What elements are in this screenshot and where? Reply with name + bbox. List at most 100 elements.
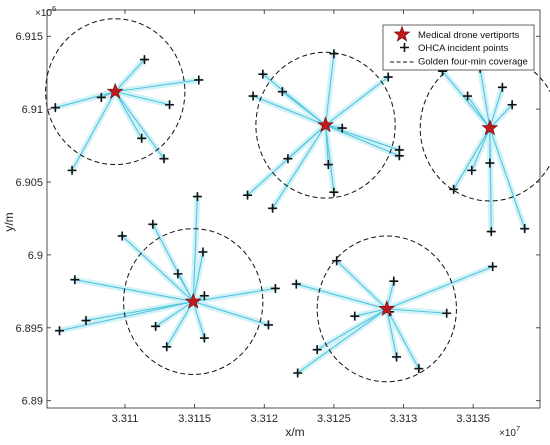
assignment-link xyxy=(282,91,326,126)
x-tick-label: 3.3115 xyxy=(178,413,211,425)
assignment-link xyxy=(177,273,194,302)
assignment-link xyxy=(115,79,199,93)
x-multiplier: ×107 xyxy=(499,424,520,439)
incident-marker xyxy=(151,321,161,331)
assignment-link xyxy=(354,308,387,317)
assignment-link xyxy=(479,68,491,129)
incident-marker xyxy=(243,190,253,200)
incident-marker xyxy=(258,69,268,79)
incident-marker xyxy=(270,283,280,293)
incident-marker xyxy=(263,320,273,330)
y-tick-label: 6.89 xyxy=(22,396,43,408)
incident-marker xyxy=(50,103,60,113)
incident-markers xyxy=(50,49,530,378)
assignment-link xyxy=(471,127,491,171)
assignment-link xyxy=(316,308,388,351)
incident-marker xyxy=(467,165,477,175)
assignment-link xyxy=(55,91,116,109)
vertiport-marker xyxy=(184,292,202,309)
assignment-link xyxy=(59,301,194,332)
x-tick-label: 3.3135 xyxy=(456,413,490,425)
incident-marker xyxy=(248,91,258,101)
y-multiplier: ×106 xyxy=(35,4,56,19)
incident-marker xyxy=(329,187,339,197)
incident-marker xyxy=(81,316,91,326)
x-multiplier-base: ×10 xyxy=(499,428,516,439)
incident-marker xyxy=(70,275,80,285)
incident-marker xyxy=(165,100,175,110)
legend: Medical drone vertiports OHCA incident p… xyxy=(382,24,535,71)
incident-marker xyxy=(332,256,342,266)
incident-marker xyxy=(383,72,393,82)
assignment-link xyxy=(192,251,204,302)
assignment-link xyxy=(386,308,420,369)
incident-marker xyxy=(389,276,399,286)
x-multiplier-exp: 7 xyxy=(516,424,520,433)
assignment-link xyxy=(325,76,389,126)
assignment-link xyxy=(121,235,194,302)
incident-marker xyxy=(55,326,65,336)
assignment-link xyxy=(324,53,335,126)
y-tick-label: 6.9 xyxy=(28,250,43,262)
incident-marker xyxy=(323,160,333,170)
assignment-link xyxy=(442,70,491,129)
y-axis-label: y/m xyxy=(2,212,16,231)
incident-marker xyxy=(485,158,495,168)
assignment-link xyxy=(489,104,513,129)
y-multiplier-base: ×10 xyxy=(35,8,52,19)
incident-marker xyxy=(507,100,517,110)
vertiport-markers xyxy=(106,82,499,317)
incident-marker xyxy=(268,203,278,213)
assignment-link xyxy=(71,91,116,171)
y-tick-label: 6.895 xyxy=(15,323,43,335)
vertiport-marker xyxy=(106,82,124,99)
assignment-link xyxy=(114,91,165,160)
incident-marker xyxy=(277,87,287,97)
assignment-link xyxy=(489,127,526,229)
assignment-link xyxy=(155,301,194,327)
y-tick-label: 6.905 xyxy=(15,177,43,189)
coverage-circle xyxy=(255,51,396,199)
assignment-link xyxy=(297,308,388,374)
assignment-link xyxy=(287,124,326,160)
incident-marker xyxy=(414,364,424,374)
plot-frame xyxy=(46,9,541,409)
coverage-circle xyxy=(123,228,264,375)
legend-plus-icon xyxy=(400,43,409,52)
axis-ticks: 3.311 3.3115 3.312 3.3125 3.313 3.3135 6.89 6.8… xyxy=(15,10,540,425)
incident-marker xyxy=(394,151,404,161)
assignment-link xyxy=(192,196,198,302)
y-tick-label: 6.91 xyxy=(22,104,43,116)
vertiport-marker xyxy=(317,116,334,133)
incident-marker xyxy=(199,291,209,301)
assignment-link xyxy=(114,91,143,139)
assignment-link xyxy=(336,260,388,310)
incident-marker xyxy=(194,75,204,85)
incident-marker xyxy=(137,133,147,143)
coverage-circles xyxy=(45,18,550,383)
incident-marker xyxy=(486,227,496,237)
incident-marker xyxy=(497,82,507,92)
assignment-link xyxy=(386,308,398,358)
assignment-link xyxy=(192,301,205,339)
incident-marker xyxy=(173,269,183,279)
assignment-link xyxy=(489,87,503,129)
assignment-link xyxy=(489,128,492,232)
x-tick-label: 3.313 xyxy=(390,413,418,425)
incident-marker xyxy=(67,165,77,175)
assignment-link xyxy=(272,124,326,209)
assignment-link xyxy=(325,124,400,151)
assignment-link xyxy=(115,91,170,106)
assignment-link xyxy=(324,125,335,193)
assignment-link xyxy=(74,279,194,303)
incident-marker xyxy=(312,345,322,355)
coverage-circle xyxy=(316,235,457,383)
incident-marker xyxy=(449,184,459,194)
assignment-link xyxy=(325,124,400,157)
incident-marker xyxy=(520,224,530,234)
incident-marker xyxy=(463,91,473,101)
assignment-link xyxy=(453,127,491,190)
incident-marker xyxy=(198,247,208,257)
legend-label-incidents: OHCA incident points xyxy=(418,43,509,54)
incident-marker xyxy=(329,49,339,59)
